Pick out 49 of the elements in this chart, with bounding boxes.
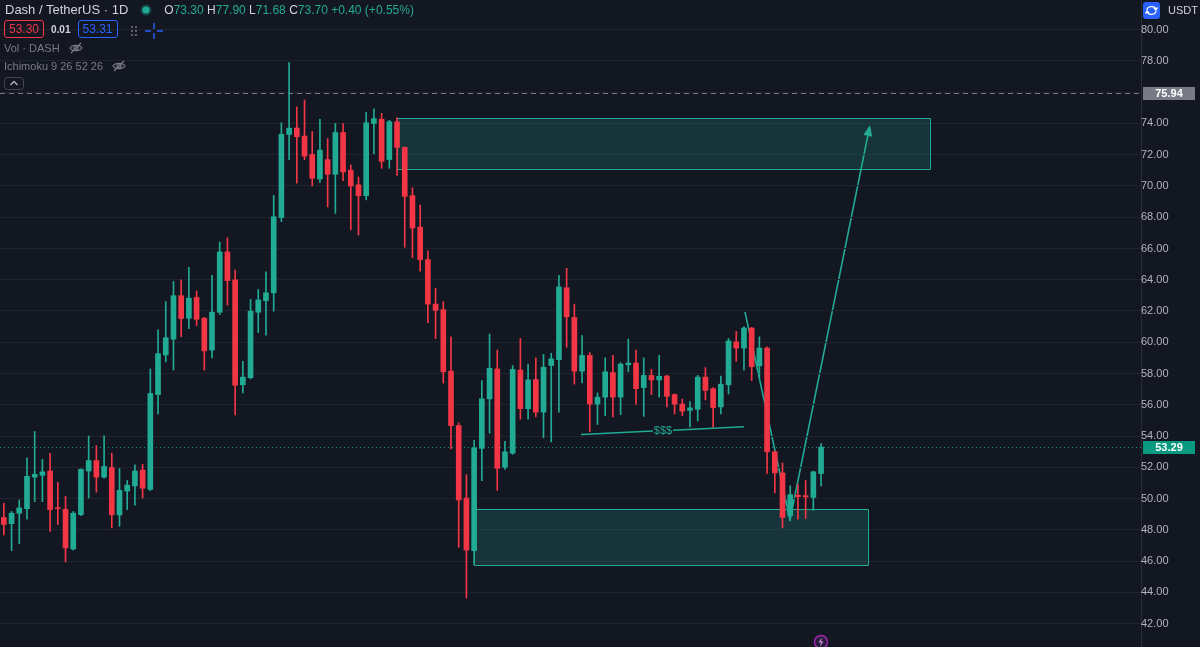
y-tick-label: 58.00 xyxy=(1141,366,1169,379)
y-tick-label: 72.00 xyxy=(1141,147,1169,160)
candlestick xyxy=(54,481,61,525)
text: USDT xyxy=(1168,4,1198,16)
y-tick-label: 60.00 xyxy=(1141,335,1169,348)
y-tick-label: 78.00 xyxy=(1141,53,1169,66)
y-tick-label: 64.00 xyxy=(1141,272,1169,285)
candlestick xyxy=(101,435,107,479)
y-tick-label: 68.00 xyxy=(1141,210,1169,223)
candlestick xyxy=(293,106,300,184)
candlestick xyxy=(286,62,292,161)
y-tick-label: 70.00 xyxy=(1141,179,1169,191)
y-tick-label: 42.00 xyxy=(1141,616,1169,629)
candlestick xyxy=(124,480,131,510)
annotation: O73.30 H77.90 L71.68 C73.70 +0.40 (+0.55%) xyxy=(164,2,414,17)
y-tick-label: 50.00 xyxy=(1141,491,1169,504)
candlestick xyxy=(263,271,269,336)
annotation: Vol · DASH xyxy=(4,42,60,54)
annotation: $$$ xyxy=(653,424,673,436)
y-tick-label: 44.00 xyxy=(1141,585,1169,598)
y-tick-label: 46.00 xyxy=(1141,554,1169,567)
candlestick xyxy=(16,499,23,545)
y-tick-label: 80.00 xyxy=(1141,22,1169,35)
candlestick xyxy=(1,503,7,536)
candlestick xyxy=(548,352,555,443)
annotation: 53.31 xyxy=(77,20,118,38)
candlestick xyxy=(347,164,354,231)
candlestick xyxy=(656,355,662,398)
candlestick xyxy=(371,108,377,154)
annotation: 53.30 xyxy=(4,20,45,38)
annotation: Ichimoku 9 26 52 26 xyxy=(4,60,104,72)
chart-title: Dash / TetherUS · 1D xyxy=(5,2,129,17)
candlestick xyxy=(733,331,740,362)
y-tick-label: 54.00 xyxy=(1141,429,1169,442)
candlestick xyxy=(240,360,246,394)
y-tick-label: 62.00 xyxy=(1141,304,1169,317)
ref-line-label: 53.29 xyxy=(1155,441,1183,454)
candlestick xyxy=(625,338,632,373)
candlestick xyxy=(795,484,801,520)
y-tick-label: 74.00 xyxy=(1141,116,1169,129)
y-tick-label: 48.00 xyxy=(1141,522,1169,535)
ref-line-label: 75.94 xyxy=(1155,87,1184,100)
candlestick xyxy=(687,401,693,428)
candlestick xyxy=(640,357,647,417)
y-tick-label: 66.00 xyxy=(1141,241,1169,254)
candlestick xyxy=(31,431,38,502)
y-tick-label: 52.00 xyxy=(1141,460,1169,473)
annotation: 0.01 xyxy=(51,23,71,35)
y-tick-label: 56.00 xyxy=(1141,397,1169,410)
